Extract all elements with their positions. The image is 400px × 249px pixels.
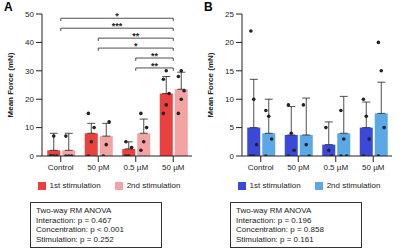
svg-text:50 µM: 50 µM xyxy=(162,163,185,172)
svg-text:10: 10 xyxy=(225,95,234,104)
svg-text:50 pM: 50 pM xyxy=(87,163,110,172)
svg-text:50 pM: 50 pM xyxy=(287,163,310,172)
html-text:Two-way RM ANOVA: Two-way RM ANOVA xyxy=(236,206,312,215)
svg-text:0.5 µM: 0.5 µM xyxy=(123,163,148,172)
html-text:Stimulation: p = 0.161: Stimulation: p = 0.161 xyxy=(236,234,314,244)
svg-text:***: *** xyxy=(112,21,123,31)
svg-text:5: 5 xyxy=(230,123,235,132)
svg-text:40: 40 xyxy=(25,38,34,47)
svg-text:0.5 µM: 0.5 µM xyxy=(323,163,348,172)
svg-text:10: 10 xyxy=(25,123,34,132)
svg-text:**: ** xyxy=(151,61,159,71)
svg-text:0: 0 xyxy=(230,152,235,161)
svg-text:*: * xyxy=(134,41,138,51)
svg-text:20: 20 xyxy=(225,38,234,47)
html-text:2nd stimulation: 2nd stimulation xyxy=(326,181,381,190)
svg-text:Control: Control xyxy=(248,163,274,172)
svg-text:**: ** xyxy=(132,31,140,41)
svg-text:30: 30 xyxy=(25,67,34,76)
svg-text:Mean Force (mN): Mean Force (mN) xyxy=(206,52,215,117)
svg-text:50 µM: 50 µM xyxy=(362,163,385,172)
svg-text:*: * xyxy=(115,11,119,21)
html-text:Two-way RM ANOVA: Two-way RM ANOVA xyxy=(36,206,112,215)
svg-text:**: ** xyxy=(151,51,159,61)
svg-text:25: 25 xyxy=(225,10,234,19)
html-text:Stimulation: p = 0.252: Stimulation: p = 0.252 xyxy=(36,234,114,244)
svg-text:0: 0 xyxy=(30,152,35,161)
html-text:Concentration: p = 0.858: Concentration: p = 0.858 xyxy=(236,225,324,234)
html-text:B: B xyxy=(204,0,213,14)
svg-text:15: 15 xyxy=(225,67,234,76)
html-text:Interaction: p = 0.467: Interaction: p = 0.467 xyxy=(36,215,112,225)
html-text:2nd stimulation: 2nd stimulation xyxy=(126,181,181,190)
svg-text:50: 50 xyxy=(25,10,34,19)
html-text:1st stimulation: 1st stimulation xyxy=(249,181,301,190)
svg-text:Control: Control xyxy=(48,163,74,172)
html-text:Interaction: p = 0.196: Interaction: p = 0.196 xyxy=(236,215,312,225)
svg-text:20: 20 xyxy=(25,95,34,104)
svg-text:Mean Force (mN): Mean Force (mN) xyxy=(8,52,15,117)
html-text:1st stimulation: 1st stimulation xyxy=(49,181,101,190)
html-text:A: A xyxy=(4,0,13,14)
html-text:Concentration: p < 0.001: Concentration: p < 0.001 xyxy=(36,225,124,234)
